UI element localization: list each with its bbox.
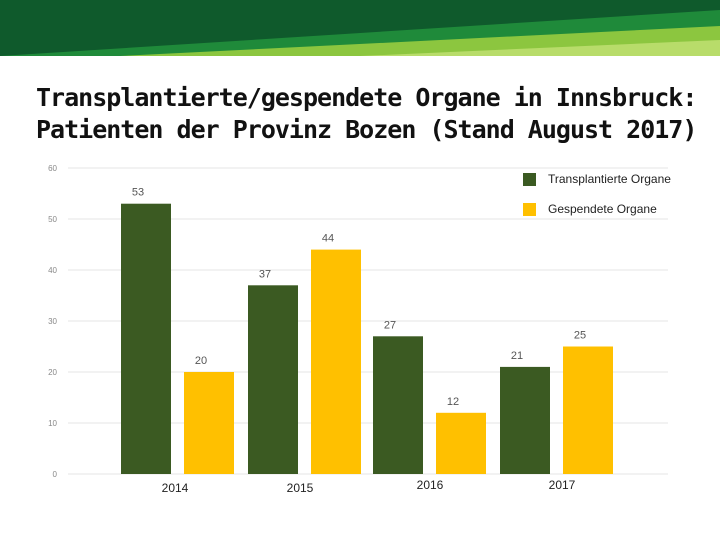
legend-label-transplant: Transplantierte Organe	[548, 172, 671, 186]
header-banner	[0, 0, 720, 56]
data-label: 37	[259, 268, 271, 280]
data-label: 20	[195, 355, 207, 367]
y-tick-label: 50	[48, 215, 57, 224]
title-line-1: Transplantierte/gespendete Organe in Inn…	[36, 83, 697, 112]
data-label: 44	[322, 233, 334, 245]
bar-transplant-2015	[248, 285, 298, 474]
data-label: 25	[574, 330, 586, 342]
x-tick-label: 2014	[161, 481, 189, 495]
y-tick-label: 30	[48, 317, 57, 326]
x-tick-label: 2015	[286, 481, 314, 495]
bar-transplant-2017	[500, 366, 550, 474]
x-tick-label: 2017	[548, 478, 576, 492]
y-tick-label: 0	[53, 470, 58, 479]
y-tick-label: 60	[48, 164, 57, 173]
legend-item-donated: Gespendete Organe	[523, 202, 657, 216]
bar-donated-2017	[563, 346, 613, 474]
bar-donated-2016	[436, 412, 486, 474]
title-line-2: Patienten der Provinz Bozen (Stand Augus…	[36, 115, 697, 144]
data-label: 53	[132, 187, 144, 199]
legend-swatch-donated	[523, 202, 536, 216]
legend-swatch-transplant	[523, 172, 536, 186]
bar-transplant-2016	[373, 336, 423, 474]
chart-data-labels: 53 20 37 44 27 12 21 25	[132, 187, 586, 408]
bar-donated-2015	[311, 249, 361, 474]
legend-item-transplant: Transplantierte Organe	[523, 172, 671, 186]
y-tick-label: 20	[48, 368, 57, 377]
legend-label-donated: Gespendete Organe	[548, 202, 657, 216]
y-tick-label: 40	[48, 266, 57, 275]
y-tick-label: 10	[48, 419, 57, 428]
bar-transplant-2014	[121, 203, 171, 474]
bar-donated-2014	[184, 372, 234, 474]
chart-bars	[121, 203, 613, 474]
x-tick-label: 2016	[416, 478, 444, 492]
page-title: Transplantierte/gespendete Organe in Inn…	[36, 82, 716, 146]
data-label: 27	[384, 319, 396, 331]
data-label: 12	[447, 396, 459, 408]
data-label: 21	[511, 350, 523, 362]
